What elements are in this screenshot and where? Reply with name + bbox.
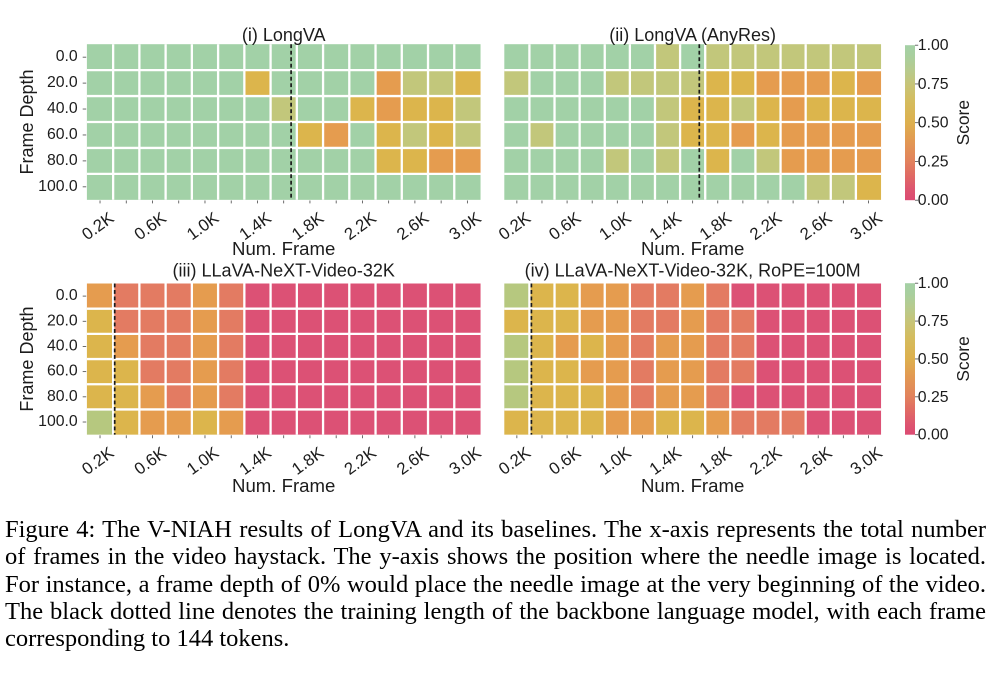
svg-text:Score: Score [953, 336, 973, 381]
svg-text:100.0: 100.0 [38, 178, 78, 195]
svg-text:Num. Frame: Num. Frame [232, 238, 335, 259]
svg-text:0.75: 0.75 [918, 313, 949, 330]
svg-text:(iii) LLaVA-NeXT-Video-32K: (iii) LLaVA-NeXT-Video-32K [172, 261, 394, 281]
svg-text:(ii) LongVA (AnyRes): (ii) LongVA (AnyRes) [609, 25, 776, 45]
svg-text:20.0: 20.0 [47, 74, 78, 91]
svg-text:40.0: 40.0 [47, 100, 78, 117]
svg-text:(iv) LLaVA-NeXT-Video-32K, RoP: (iv) LLaVA-NeXT-Video-32K, RoPE=100M [525, 261, 861, 281]
svg-text:0.75: 0.75 [918, 76, 949, 93]
svg-text:0.0: 0.0 [56, 287, 78, 304]
svg-text:(i) LongVA: (i) LongVA [242, 25, 326, 45]
svg-text:Num. Frame: Num. Frame [641, 475, 744, 496]
svg-text:1.00: 1.00 [918, 275, 949, 292]
svg-text:0.25: 0.25 [918, 153, 949, 170]
svg-text:40.0: 40.0 [47, 337, 78, 354]
svg-text:80.0: 80.0 [47, 152, 78, 169]
svg-text:60.0: 60.0 [47, 363, 78, 380]
svg-text:0.50: 0.50 [918, 115, 949, 132]
svg-text:100.0: 100.0 [38, 413, 78, 430]
svg-text:0.00: 0.00 [918, 192, 949, 209]
svg-text:80.0: 80.0 [47, 388, 78, 405]
svg-text:0.25: 0.25 [918, 389, 949, 406]
svg-text:Score: Score [953, 100, 973, 145]
svg-text:Frame Depth: Frame Depth [17, 307, 37, 412]
svg-text:Frame Depth: Frame Depth [17, 69, 37, 174]
svg-text:0.50: 0.50 [918, 351, 949, 368]
svg-text:20.0: 20.0 [47, 312, 78, 329]
svg-text:0.00: 0.00 [918, 427, 949, 444]
svg-text:Num. Frame: Num. Frame [232, 475, 335, 496]
svg-text:0.0: 0.0 [56, 48, 78, 65]
svg-text:60.0: 60.0 [47, 126, 78, 143]
svg-text:Num. Frame: Num. Frame [641, 238, 744, 259]
svg-text:1.00: 1.00 [918, 37, 949, 54]
